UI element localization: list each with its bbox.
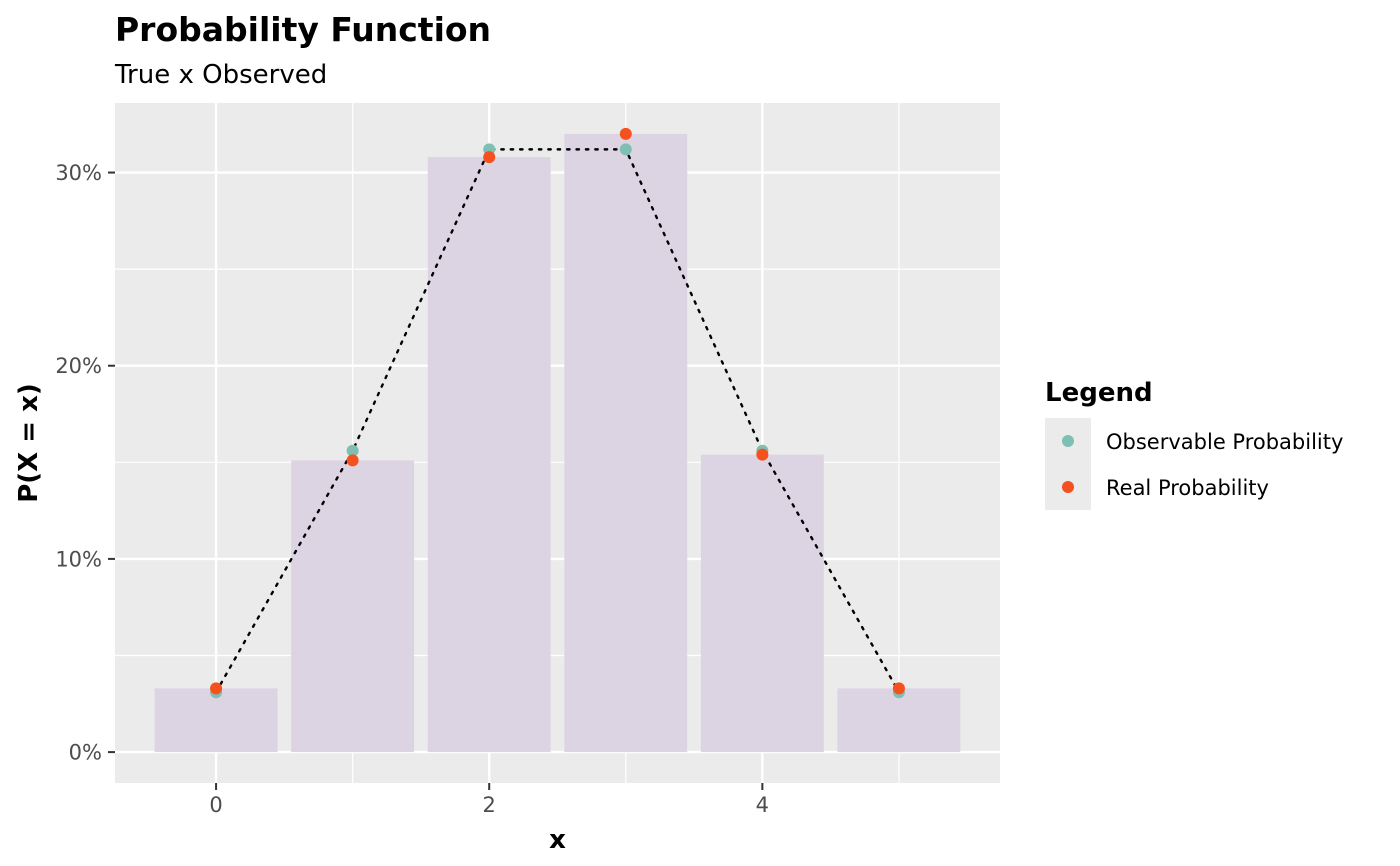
plot-panel (115, 103, 1000, 783)
real-probability-point (892, 682, 905, 695)
bars (154, 133, 961, 753)
x-tick-label: 2 (483, 793, 496, 817)
x-axis-title: x (549, 825, 566, 855)
y-axis-title: P(X = x) (14, 383, 44, 503)
bar (700, 454, 824, 753)
bar (564, 133, 688, 753)
real-probability-point (210, 682, 223, 695)
bar (837, 688, 961, 753)
legend-label: Real Probability (1106, 476, 1269, 500)
points (210, 127, 905, 699)
chart-subtitle: True x Observed (114, 60, 327, 90)
y-tick-label: 10% (55, 547, 102, 571)
x-tick-label: 4 (756, 793, 769, 817)
axes: 0% 10% 20% 30% 0 2 4 (55, 161, 769, 817)
x-tick-label: 0 (209, 793, 222, 817)
real-probability-point (346, 454, 359, 467)
legend-swatch (1062, 435, 1074, 447)
observable-probability-line (214, 148, 901, 694)
legend-label: Observable Probability (1106, 430, 1343, 454)
y-tick-label: 20% (55, 354, 102, 378)
bar (291, 460, 415, 753)
real-probability-point (756, 448, 769, 461)
chart-title: Probability Function (115, 10, 491, 49)
observable-probability-point (346, 444, 359, 457)
y-tick-label: 0% (69, 741, 102, 765)
y-tick-label: 30% (55, 161, 102, 185)
bar (427, 157, 551, 753)
observable-probability-point (619, 143, 632, 156)
real-probability-point (619, 127, 632, 140)
legend-swatch (1062, 481, 1074, 493)
legend-title: Legend (1045, 378, 1153, 408)
real-probability-point (483, 151, 496, 164)
bar (154, 688, 278, 753)
legend: Legend Observable Probability Real Probab… (1045, 378, 1343, 510)
